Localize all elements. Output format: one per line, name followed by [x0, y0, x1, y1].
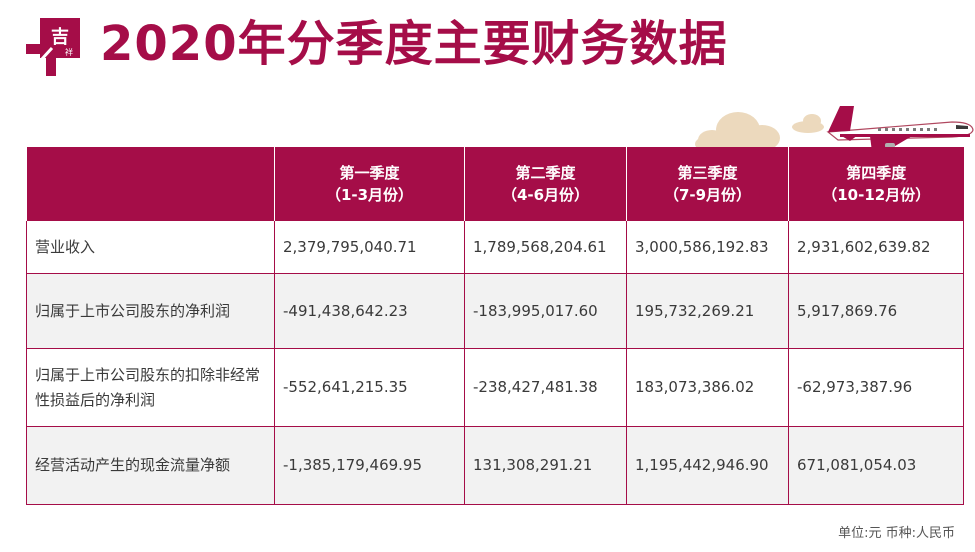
- cell-q4: 5,917,869.76: [788, 273, 964, 349]
- cell-q2: -183,995,017.60: [464, 273, 627, 349]
- cloud-icon: [792, 114, 824, 133]
- header-cell-q4: 第四季度 （10-12月份）: [788, 147, 964, 221]
- table-row: 营业收入 2,379,795,040.71 1,789,568,204.61 3…: [26, 221, 964, 274]
- unit-currency-note: 单位:元 币种:人民币: [838, 526, 955, 541]
- financial-data-table: 第一季度 （1-3月份） 第二季度 （4-6月份） 第三季度 （7-9月份） 第四季度…: [26, 147, 964, 505]
- cell-q2: 1,789,568,204.61: [464, 221, 627, 274]
- cell-q3: 195,732,269.21: [626, 273, 789, 349]
- cell-q2: 131,308,291.21: [464, 426, 627, 505]
- cell-q3: 183,073,386.02: [626, 348, 789, 427]
- table-row: 归属于上市公司股东的扣除非经常性损益后的净利润 -552,641,215.35 …: [26, 348, 964, 427]
- cell-q1: -1,385,179,469.95: [274, 426, 465, 505]
- row-label: 经营活动产生的现金流量净额: [26, 426, 275, 505]
- cell-q1: 2,379,795,040.71: [274, 221, 465, 274]
- header-cell-q1: 第一季度 （1-3月份）: [274, 147, 465, 221]
- table-header-row: 第一季度 （1-3月份） 第二季度 （4-6月份） 第三季度 （7-9月份） 第四季度…: [26, 147, 964, 221]
- logo-char-top: 吉: [51, 26, 69, 48]
- cell-q3: 3,000,586,192.83: [626, 221, 789, 274]
- brand-logo: 吉 祥: [26, 18, 86, 76]
- row-label: 归属于上市公司股东的净利润: [26, 273, 275, 349]
- header-cell-empty: [26, 147, 275, 221]
- cell-q4: -62,973,387.96: [788, 348, 964, 427]
- header-cell-q3: 第三季度 （7-9月份）: [626, 147, 789, 221]
- page-title: 2020年分季度主要财务数据: [100, 16, 728, 72]
- header-cell-q2: 第二季度 （4-6月份）: [464, 147, 627, 221]
- table-row: 经营活动产生的现金流量净额 -1,385,179,469.95 131,308,…: [26, 426, 964, 505]
- cell-q4: 671,081,054.03: [788, 426, 964, 505]
- airplane-icon: [826, 106, 974, 152]
- cell-q2: -238,427,481.38: [464, 348, 627, 427]
- cell-q3: 1,195,442,946.90: [626, 426, 789, 505]
- cell-q1: -552,641,215.35: [274, 348, 465, 427]
- row-label: 营业收入: [26, 221, 275, 274]
- cell-q1: -491,438,642.23: [274, 273, 465, 349]
- table-row: 归属于上市公司股东的净利润 -491,438,642.23 -183,995,0…: [26, 273, 964, 349]
- cell-q4: 2,931,602,639.82: [788, 221, 964, 274]
- logo-char-bottom: 祥: [65, 47, 73, 57]
- row-label: 归属于上市公司股东的扣除非经常性损益后的净利润: [26, 348, 275, 427]
